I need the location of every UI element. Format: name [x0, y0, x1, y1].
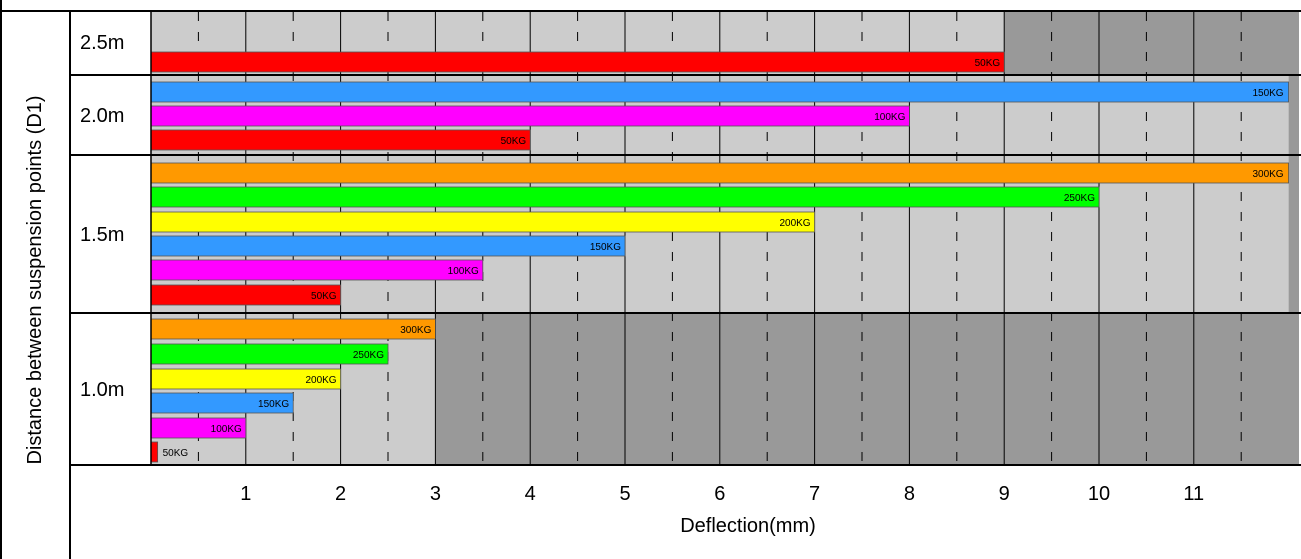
group-label: 2.0m	[80, 105, 124, 127]
group-label: 2.5m	[80, 32, 124, 54]
panel-dark-bg	[435, 313, 1299, 465]
bar-2.0m-100KG	[150, 105, 910, 127]
bar-label: 250KG	[1064, 193, 1095, 204]
bar-label: 100KG	[874, 112, 905, 123]
bar-label: 250KG	[353, 350, 384, 361]
bar-1.0m-300KG	[150, 318, 436, 340]
bar-1.5m-200KG	[150, 211, 815, 233]
panel-dark-bg	[1288, 155, 1299, 313]
bar-1.0m-50KG	[150, 441, 159, 463]
panel-dark-bg	[1004, 12, 1299, 75]
bar-1.5m-300KG	[150, 162, 1289, 184]
bar-label: 150KG	[590, 242, 621, 253]
bar-2.5m-50KG	[150, 51, 1005, 73]
bar-label: 100KG	[211, 424, 242, 435]
bar-label: 50KG	[311, 291, 337, 302]
x-tick-label: 4	[525, 483, 536, 505]
bar-1.5m-150KG	[150, 235, 626, 257]
panel-dark-bg	[1288, 75, 1299, 155]
bar-label: 150KG	[1252, 88, 1283, 99]
group-label: 1.5m	[80, 224, 124, 246]
x-tick-label: 5	[619, 483, 630, 505]
bar-label: 300KG	[400, 325, 431, 336]
x-axis-title: Deflection(mm)	[680, 515, 816, 537]
x-tick-label: 3	[430, 483, 441, 505]
bar-2.0m-150KG	[150, 81, 1289, 103]
bar-label: 50KG	[163, 448, 189, 459]
bar-label: 200KG	[305, 375, 336, 386]
bar-label: 300KG	[1252, 169, 1283, 180]
x-tick-label: 6	[714, 483, 725, 505]
labels: 50KG150KG100KG50KG300KG250KG200KG150KG10…	[80, 32, 1284, 505]
y-axis-title: Distance between suspension points (D1)	[24, 95, 46, 464]
bar-1.5m-250KG	[150, 186, 1100, 208]
x-tick-label: 9	[999, 483, 1010, 505]
group-label: 1.0m	[80, 379, 124, 401]
bar-label: 150KG	[258, 399, 289, 410]
bar-label: 200KG	[779, 218, 810, 229]
x-tick-label: 1	[240, 483, 251, 505]
x-tick-label: 8	[904, 483, 915, 505]
x-tick-label: 7	[809, 483, 820, 505]
bars	[150, 51, 1289, 463]
x-tick-label: 10	[1088, 483, 1110, 505]
bar-label: 50KG	[975, 58, 1001, 69]
bar-label: 100KG	[448, 266, 479, 277]
bar-1.5m-100KG	[150, 259, 484, 281]
bar-label: 50KG	[501, 136, 527, 147]
bar-2.0m-50KG	[150, 129, 531, 151]
x-tick-label: 2	[335, 483, 346, 505]
x-tick-label: 11	[1183, 483, 1204, 505]
